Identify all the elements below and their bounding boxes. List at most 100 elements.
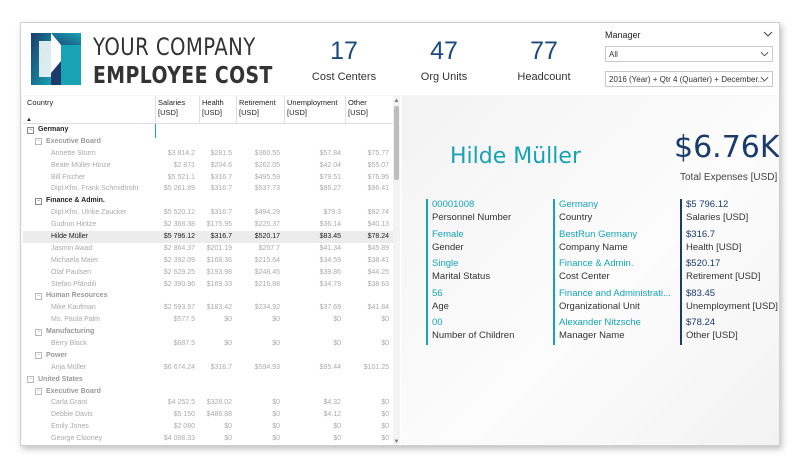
scroll-down-icon[interactable]: ▼: [393, 439, 400, 445]
table-row[interactable]: Ms. Paula Palm $577.5 $0 $0 $0 $0: [23, 314, 393, 326]
table-row[interactable]: Berry Black $687.5 $0 $0 $0 $0: [23, 338, 393, 350]
row-label: Ms. Paula Palm: [51, 316, 101, 324]
table-cell: $101.25: [363, 363, 389, 371]
table-cell: $262.05: [254, 161, 280, 169]
detail-field: 00 Number of Children: [432, 317, 515, 341]
table-row[interactable]: Dipl.Kfm. Ulrike Zaucker $5 520.12 $316.7 $…: [23, 207, 393, 219]
row-label: Michaela Maier: [51, 256, 99, 264]
table-row[interactable]: Debbie Davis $5 150 $486.88 $0 $4.12 $0: [23, 409, 393, 421]
column-header-other[interactable]: Other [USD]: [348, 98, 369, 117]
table-row[interactable]: Annette Sturm $3 814.2 $281.5 $360.55 $57.84…: [23, 148, 393, 160]
collapse-toggle-icon[interactable]: −: [27, 126, 34, 134]
table-row[interactable]: Stefan Pfändili $2 390.96 $169.33 $216.88 $3…: [23, 279, 393, 291]
table-cell: $234.92: [254, 304, 280, 312]
table-group-row[interactable]: − Finance & Admin.: [23, 195, 393, 207]
table-row[interactable]: George Clooney $4 008.33 $0 $0 $0 $0: [23, 433, 393, 445]
table-group-row[interactable]: − Manufacturing: [23, 326, 393, 338]
manager-slicer-title: Manager: [605, 30, 641, 40]
table-scrollbar[interactable]: ▲ ▼: [393, 96, 400, 445]
row-label: Stefan Pfändili: [51, 280, 97, 288]
collapse-toggle-icon[interactable]: −: [35, 138, 42, 146]
company-name: YOUR COMPANY: [93, 33, 256, 61]
table-row[interactable]: Gudrun Hintze $2 368.38 $175.95 $225.37 $36.…: [23, 219, 393, 231]
collapse-toggle-icon[interactable]: −: [35, 388, 42, 396]
table-cell: $594.93: [254, 363, 280, 371]
table-cell: $0: [381, 411, 389, 419]
date-dropdown[interactable]: 2016 (Year) + Qtr 4 (Quarter) + December…: [605, 71, 773, 87]
column-header-health[interactable]: Health [USD]: [202, 98, 224, 117]
table-row[interactable]: Emily Jones $2 080 $0 $0 $0 $0: [23, 421, 393, 433]
collapse-toggle-icon[interactable]: −: [35, 292, 42, 300]
table-row[interactable]: Mike Kaufman $2 593.97 $183.42 $234.92 $37.6…: [23, 302, 393, 314]
table-group-row[interactable]: − Executive Board: [23, 136, 393, 148]
detail-field: $316.7 Health [USD]: [686, 228, 742, 253]
table-row[interactable]: Dipl.Kfm. Frank Schmidtrohr $5 261.89 $316…: [23, 183, 393, 195]
table-cell: $76.95: [367, 173, 389, 181]
table-row[interactable]: Michaela Maier $2 392.09 $168.36 $215.64 $34…: [23, 255, 393, 267]
employee-name: Hilde Müller: [450, 144, 581, 169]
table-header: Country ▲ Salaries [USD] Health [USD] Reti…: [23, 96, 393, 124]
collapse-toggle-icon[interactable]: −: [35, 352, 42, 360]
table-cell: $55.07: [367, 161, 389, 169]
company-logo: [31, 33, 81, 85]
table-cell: $2 368.38: [163, 221, 195, 229]
table-group-row[interactable]: − United States: [23, 374, 393, 386]
manager-dropdown[interactable]: All: [605, 46, 773, 62]
table-cell: $0: [381, 399, 389, 407]
table-cell: $0: [333, 340, 341, 348]
table-row[interactable]: Bill Fischer $5 521.1 $316.7 $495.59 $79.51 $…: [23, 172, 393, 184]
table-group-row[interactable]: − Germany: [23, 124, 393, 136]
table-cell: $5 521.1: [167, 173, 195, 181]
chevron-down-icon[interactable]: [763, 30, 773, 38]
table-row[interactable]: Hilde Müller $5 796.12 $316.7 $520.17 $83.45…: [23, 231, 393, 243]
table-cell: $0: [381, 340, 389, 348]
table-group-row[interactable]: − Power: [23, 350, 393, 362]
detail-field: $5 796.12 Salaries [USD]: [686, 199, 749, 223]
chevron-down-icon: [760, 51, 769, 57]
table-cell: $38.41: [367, 256, 389, 264]
row-label: Human Resources: [46, 292, 108, 300]
kpi-value: 17: [330, 37, 358, 65]
table-cell: $281.5: [210, 149, 232, 157]
table-row[interactable]: Carla Grant $4 252.5 $328.02 $0 $4.32 $0: [23, 397, 393, 409]
sort-ascending-icon[interactable]: ▲: [26, 117, 32, 123]
collapse-toggle-icon[interactable]: −: [27, 376, 34, 384]
detail-field: Female Gender: [432, 228, 464, 253]
detail-column-organization: Germany Country BestRun Germany Company Na…: [553, 199, 675, 345]
collapse-toggle-icon[interactable]: −: [35, 328, 42, 336]
table-row[interactable]: Jasmin Awad $2 864.37 $201.19 $257.7 $41.34 $…: [23, 243, 393, 255]
table-cell: $44.25: [367, 268, 389, 276]
table-cell: $75.77: [367, 149, 389, 157]
kpi-cost-centers: 17 Cost Centers: [294, 37, 394, 83]
row-label: Carla Grant: [51, 399, 88, 407]
row-label: Hilde Müller: [51, 233, 88, 241]
table-cell: $39.86: [319, 268, 341, 276]
table-group-row[interactable]: − Executive Board: [23, 386, 393, 398]
table-cell: $169.33: [206, 280, 232, 288]
row-label: Executive Board: [46, 387, 101, 395]
table-cell: $2 871: [173, 161, 195, 169]
column-header-unemployment[interactable]: Unemployment [USD]: [287, 98, 338, 117]
row-label: Anja Müller: [51, 363, 87, 371]
table-row[interactable]: Anja Müller $6 674.24 $316.7 $594.93 $95.44 $…: [23, 362, 393, 374]
detail-field: $520.17 Retirement [USD]: [686, 258, 761, 282]
column-header-salaries[interactable]: Salaries [USD]: [158, 98, 186, 117]
table-cell: $316.7: [210, 173, 232, 181]
column-header-retirement[interactable]: Retirement [USD]: [239, 98, 276, 117]
scroll-thumb[interactable]: [394, 106, 399, 180]
table-group-row[interactable]: − Human Resources: [23, 290, 393, 302]
table-cell: $95.44: [319, 363, 341, 371]
table-cell: $248.45: [254, 268, 280, 276]
detail-column-costs: $5 796.12 Salaries [USD] $316.7 Health [US…: [680, 199, 778, 345]
table-row[interactable]: Olaf Paulsen $2 629.25 $193.98 $248.45 $39.8…: [23, 267, 393, 279]
kpi-value: 47: [430, 37, 458, 65]
table-cell: $36.14: [319, 221, 341, 229]
table-row[interactable]: Beate Müller-Hinze $2 871 $204.6 $262.05 $42…: [23, 160, 393, 172]
table-cell: $5 261.89: [163, 185, 195, 193]
table-cell: $0: [381, 316, 389, 324]
table-cell: $2 593.97: [163, 304, 195, 312]
column-header-country[interactable]: Country: [27, 98, 54, 107]
table-cell: $225.37: [254, 221, 280, 229]
collapse-toggle-icon[interactable]: −: [35, 197, 42, 205]
scroll-up-icon[interactable]: ▲: [393, 98, 400, 104]
